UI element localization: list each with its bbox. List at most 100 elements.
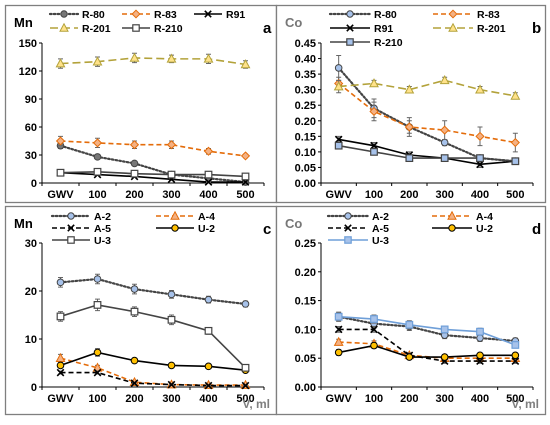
data-point bbox=[440, 325, 449, 334]
data-point bbox=[334, 64, 343, 72]
data-point bbox=[370, 341, 378, 350]
data-point bbox=[93, 368, 102, 377]
x-tick-label: 500 bbox=[236, 189, 254, 201]
data-point bbox=[56, 368, 65, 377]
data-point bbox=[92, 138, 103, 148]
legend-label: U-3 bbox=[94, 235, 111, 247]
series-A-5 bbox=[56, 368, 250, 390]
legend-entry: U-3 bbox=[328, 235, 389, 247]
element-label: Co bbox=[285, 216, 302, 231]
series-line bbox=[338, 138, 516, 166]
legend-entry: U-3 bbox=[52, 235, 111, 247]
legend-marker bbox=[346, 24, 354, 32]
series-U-3 bbox=[334, 312, 520, 349]
chart-panel-c: 0 10 20 30 GWV 100 200 300 400 500 Mn c V, ml A-2 A-4 A… bbox=[4, 205, 278, 416]
data-point bbox=[334, 135, 343, 144]
panel-frame bbox=[4, 205, 278, 416]
data-point bbox=[204, 381, 213, 390]
y-tick-label: 0.00 bbox=[295, 178, 316, 190]
data-point bbox=[56, 168, 65, 177]
x-tick-label: 100 bbox=[88, 189, 106, 201]
y-tick-label: 30 bbox=[25, 150, 37, 162]
y-tick-label: 0.40 bbox=[295, 54, 316, 66]
data-point bbox=[240, 151, 251, 161]
legend-entry: U-2 bbox=[156, 223, 215, 235]
data-point bbox=[476, 334, 484, 342]
y-tick-label: 0.45 bbox=[295, 38, 316, 50]
x-tick-label: 500 bbox=[236, 393, 254, 405]
data-point bbox=[130, 307, 139, 316]
data-point bbox=[130, 379, 139, 388]
legend-marker bbox=[170, 210, 180, 220]
data-point bbox=[241, 363, 250, 372]
series-line bbox=[338, 82, 516, 144]
series-line bbox=[60, 371, 246, 387]
x-tick-label: 400 bbox=[471, 393, 489, 405]
x-tick-label: 300 bbox=[162, 189, 180, 201]
data-point bbox=[55, 58, 66, 68]
data-point bbox=[511, 351, 520, 360]
data-point bbox=[241, 172, 250, 181]
x-tick-label: 400 bbox=[471, 189, 489, 201]
y-tick-label: 0.35 bbox=[295, 69, 316, 81]
panel-frame bbox=[4, 4, 278, 204]
element-label: Co bbox=[285, 15, 302, 30]
legend-label: R-201 bbox=[477, 23, 506, 35]
series-line bbox=[60, 170, 246, 178]
legend-label: R-83 bbox=[154, 9, 177, 21]
data-point bbox=[93, 301, 102, 309]
legend-entry: A-4 bbox=[432, 210, 493, 223]
legend-entry: R-201 bbox=[433, 22, 506, 35]
legend-marker bbox=[448, 22, 458, 32]
series-R-210 bbox=[334, 141, 520, 166]
data-point bbox=[204, 178, 213, 186]
data-point bbox=[203, 53, 214, 63]
x-axis-label: V, ml bbox=[242, 397, 270, 411]
legend-label: A-2 bbox=[94, 211, 111, 223]
legend-marker bbox=[344, 212, 352, 220]
y-tick-label: 30 bbox=[25, 238, 37, 250]
data-point bbox=[166, 53, 177, 63]
legend-marker bbox=[448, 9, 458, 19]
data-point bbox=[93, 275, 102, 283]
x-tick-label: 300 bbox=[435, 189, 453, 201]
data-point bbox=[334, 348, 343, 357]
y-tick-label: 120 bbox=[19, 66, 37, 78]
data-point bbox=[476, 154, 484, 163]
data-point bbox=[167, 290, 176, 299]
data-point bbox=[405, 320, 414, 329]
data-point bbox=[370, 315, 378, 323]
data-point bbox=[129, 140, 140, 150]
data-point bbox=[167, 315, 176, 324]
legend-entry: R91 bbox=[330, 23, 393, 35]
data-point bbox=[369, 78, 379, 88]
data-point bbox=[404, 122, 414, 132]
legend-marker bbox=[204, 10, 212, 18]
data-point bbox=[404, 84, 415, 94]
data-point bbox=[167, 170, 176, 179]
x-tick-label: 300 bbox=[162, 393, 180, 405]
data-point bbox=[93, 348, 102, 357]
y-tick-label: 0.05 bbox=[295, 353, 316, 365]
legend-marker bbox=[60, 10, 68, 18]
panel-letter: c bbox=[263, 221, 271, 238]
legend-entry: R-201 bbox=[50, 22, 111, 35]
x-tick-label: 100 bbox=[88, 393, 106, 405]
chart-panel-b: 0.00 0.05 0.10 0.15 0.20 0.25 0.30 0.35 0.40 0.45… bbox=[275, 4, 547, 204]
legend-entry: R-83 bbox=[433, 9, 500, 21]
data-point bbox=[370, 325, 378, 334]
data-point bbox=[476, 327, 484, 336]
series-line bbox=[338, 79, 516, 97]
legend-label: A-4 bbox=[476, 211, 493, 223]
y-tick-label: 0.25 bbox=[295, 238, 316, 250]
data-point bbox=[439, 74, 450, 85]
series-R-83 bbox=[55, 135, 251, 161]
panel-letter: a bbox=[263, 20, 272, 37]
data-point bbox=[334, 141, 343, 150]
data-point bbox=[129, 52, 140, 62]
data-point bbox=[203, 146, 214, 156]
data-point bbox=[476, 160, 484, 169]
series-line bbox=[337, 315, 517, 343]
y-tick-label: 0.15 bbox=[295, 131, 316, 143]
